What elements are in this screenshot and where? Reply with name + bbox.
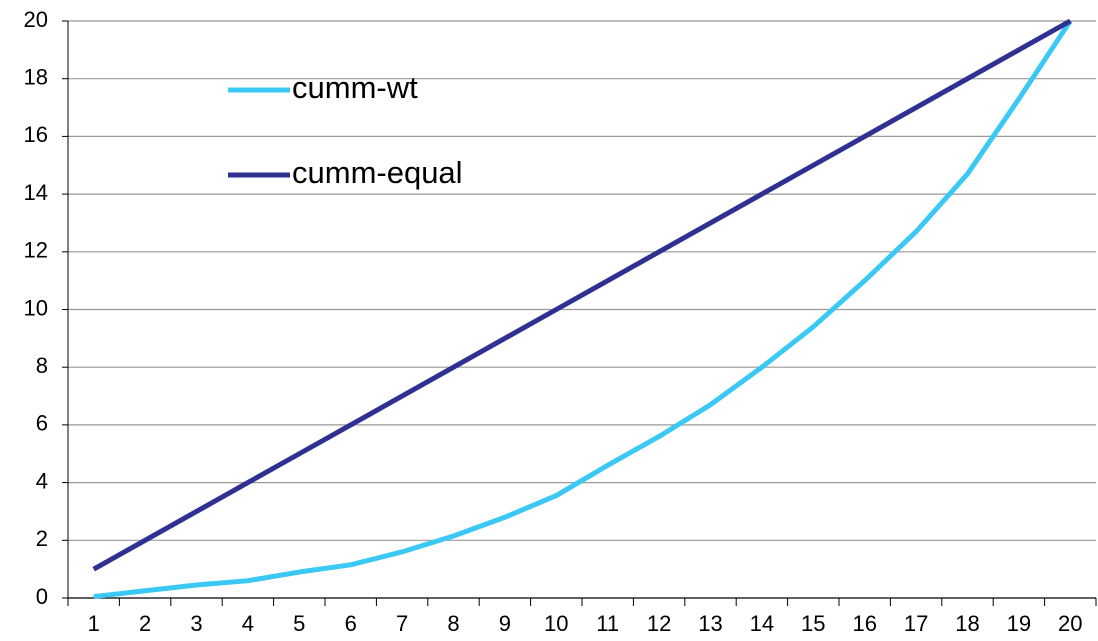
y-tick-label: 2	[36, 526, 48, 551]
y-tick-label: 4	[36, 468, 48, 493]
x-tick-label: 10	[544, 611, 568, 636]
x-tick-label: 5	[293, 611, 305, 636]
x-tick-label: 14	[750, 611, 774, 636]
y-tick-label: 6	[36, 411, 48, 436]
x-tick-label: 18	[955, 611, 979, 636]
line-series	[92, 18, 1072, 572]
y-tick-label: 16	[24, 122, 48, 147]
legend-label: cumm-wt	[292, 70, 418, 105]
y-tick-label: 14	[24, 180, 48, 205]
y-tick-label: 0	[36, 584, 48, 609]
y-tick-label: 12	[24, 238, 48, 263]
x-tick-label: 20	[1058, 611, 1082, 636]
x-tick-label: 7	[396, 611, 408, 636]
y-tick-label: 18	[24, 65, 48, 90]
x-tick-label: 11	[596, 611, 619, 636]
line-series	[93, 19, 1073, 600]
x-tick-label: 12	[647, 611, 671, 636]
x-tick-label: 15	[801, 611, 825, 636]
y-tick-label: 20	[24, 7, 48, 32]
y-tick-label: 8	[36, 353, 48, 378]
x-tick-label: 4	[242, 611, 254, 636]
x-tick-label: 3	[190, 611, 202, 636]
x-tick-label: 13	[698, 611, 722, 636]
x-tick-label: 19	[1007, 611, 1031, 636]
legend-label: cumm-equal	[292, 155, 463, 190]
x-tick-label: 8	[447, 611, 459, 636]
x-tick-label: 2	[139, 611, 151, 636]
x-tick-label: 6	[345, 611, 357, 636]
y-tick-label: 10	[24, 295, 48, 320]
x-tick-label: 1	[88, 611, 100, 636]
x-tick-label: 9	[499, 611, 511, 636]
x-tick-label: 17	[904, 611, 928, 636]
x-tick-label: 16	[852, 611, 876, 636]
